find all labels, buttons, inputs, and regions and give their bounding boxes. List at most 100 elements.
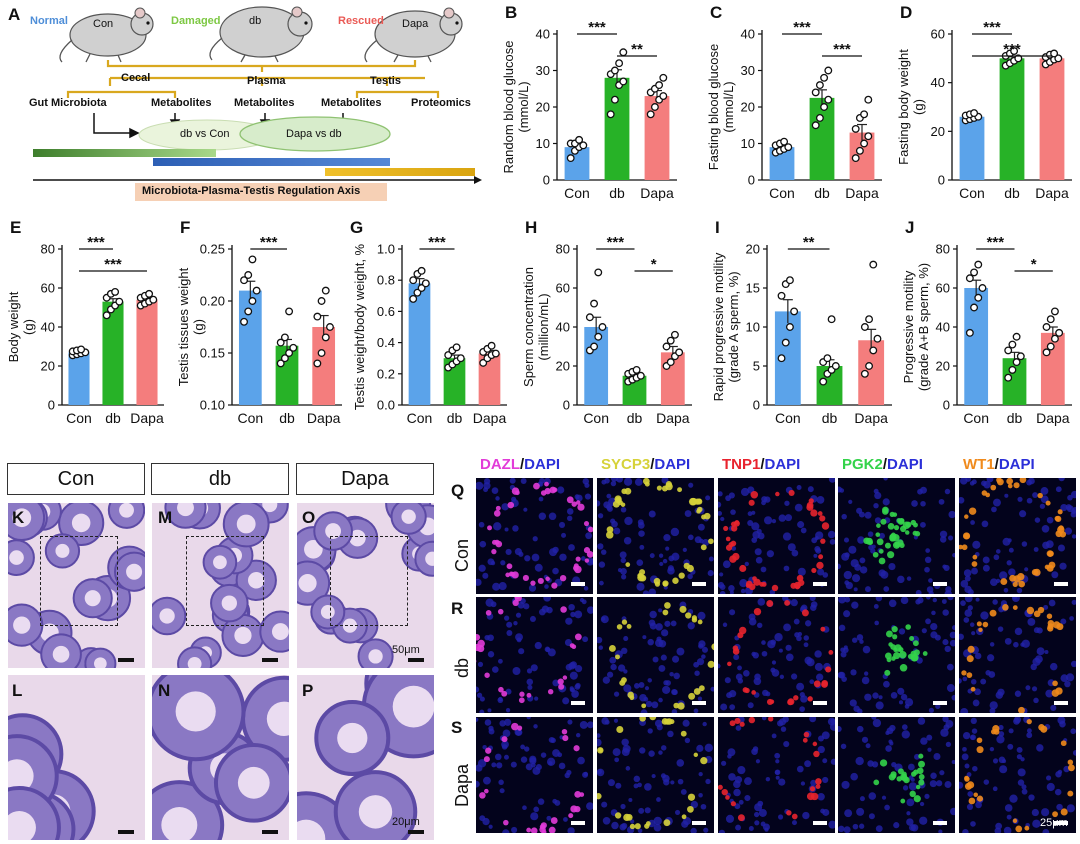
tubule-lumen xyxy=(213,555,227,570)
marker-signal xyxy=(679,605,687,613)
nucleus xyxy=(569,671,578,680)
group-tag-damaged: Damaged xyxy=(171,15,221,27)
panel-letter-n: N xyxy=(158,681,171,700)
nucleus xyxy=(898,700,904,705)
nucleus xyxy=(1054,788,1062,796)
nucleus xyxy=(901,730,910,739)
nucleus xyxy=(598,561,606,568)
marker-signal xyxy=(918,774,925,780)
nucleus xyxy=(843,537,850,543)
y-tick-label: 60 xyxy=(556,281,570,296)
data-point xyxy=(409,276,418,285)
nucleus xyxy=(1027,617,1036,626)
marker-signal xyxy=(750,490,759,499)
marker-signal xyxy=(964,776,970,782)
marker-signal xyxy=(587,526,593,533)
nucleus xyxy=(1065,504,1072,511)
nucleus xyxy=(1060,503,1068,512)
nucleus xyxy=(520,744,526,750)
nucleus xyxy=(658,750,663,755)
y-axis-label: (million/mL) xyxy=(536,293,551,360)
marker-signal xyxy=(559,574,567,582)
regulation-axis-arrowhead xyxy=(474,176,482,184)
nucleus xyxy=(966,772,972,777)
marker-signal xyxy=(891,625,898,633)
nucleus xyxy=(966,803,974,810)
nucleus xyxy=(893,822,900,829)
nucleus xyxy=(537,798,545,805)
nucleus xyxy=(584,493,592,500)
nucleus xyxy=(1024,567,1029,572)
nucleus xyxy=(981,520,989,528)
nucleus xyxy=(920,500,926,507)
nucleus xyxy=(841,676,847,683)
nucleus xyxy=(1069,616,1074,621)
nucleus xyxy=(761,640,766,645)
marker-signal xyxy=(878,548,884,554)
y-tick-label: 20 xyxy=(931,124,945,139)
marker-signal xyxy=(813,750,820,758)
nucleus xyxy=(774,752,781,759)
nucleus xyxy=(490,560,496,566)
nucleus xyxy=(840,743,847,750)
if-scale-bar xyxy=(692,701,706,705)
nucleus xyxy=(700,803,707,810)
nucleus xyxy=(677,778,684,785)
nucleus xyxy=(702,539,710,547)
nucleus xyxy=(800,781,806,786)
nucleus xyxy=(1051,571,1059,579)
nucleus xyxy=(522,805,527,811)
nucleus xyxy=(850,559,859,568)
nucleus xyxy=(777,814,784,820)
marker-signal xyxy=(511,722,519,731)
marker-signal xyxy=(562,735,569,742)
data-point xyxy=(820,103,829,111)
if-image-db-pgk2 xyxy=(838,597,955,713)
data-point xyxy=(491,349,500,358)
y-tick-label: 60 xyxy=(931,27,945,42)
panel-letter-r: R xyxy=(451,599,464,618)
nucleus xyxy=(844,597,851,603)
x-tick-label: Con xyxy=(769,185,795,201)
marker-signal xyxy=(1018,706,1025,713)
marker-signal xyxy=(884,652,892,660)
nucleus xyxy=(1056,803,1063,811)
nucleus xyxy=(669,671,674,677)
marker-signal xyxy=(1037,492,1043,499)
x-tick-label: Con xyxy=(66,410,92,426)
data-point xyxy=(313,359,322,368)
panel-letter-q: Q xyxy=(451,481,465,500)
nucleus xyxy=(880,570,889,579)
nucleus xyxy=(1072,506,1076,513)
he-image-l xyxy=(8,675,145,840)
y-axis-label: Random blood glucose xyxy=(501,41,516,174)
marker-signal xyxy=(1059,531,1067,538)
data-point xyxy=(444,351,453,360)
nucleus xyxy=(623,478,633,486)
marker-signal xyxy=(519,691,525,697)
nucleus xyxy=(548,736,555,743)
nucleus xyxy=(848,545,857,554)
nucleus xyxy=(806,658,815,667)
marker-signal xyxy=(898,647,904,653)
nucleus xyxy=(859,796,865,802)
marker-signal xyxy=(665,482,673,491)
tubule-lumen xyxy=(161,807,198,840)
nucleus xyxy=(1034,517,1041,523)
marker-signal xyxy=(964,514,969,519)
nucleus xyxy=(960,580,969,588)
nucleus xyxy=(616,478,623,483)
if-image-dapa-tnp1 xyxy=(718,717,835,833)
nucleus xyxy=(624,516,633,526)
nucleus xyxy=(870,548,876,554)
nucleus xyxy=(491,487,499,494)
nucleus xyxy=(501,740,509,749)
marker-signal xyxy=(558,683,565,690)
nucleus xyxy=(987,654,995,662)
nucleus xyxy=(613,718,619,723)
nucleus xyxy=(963,569,972,577)
nucleus xyxy=(791,549,799,557)
nucleus xyxy=(704,743,714,752)
data-point xyxy=(970,109,979,118)
